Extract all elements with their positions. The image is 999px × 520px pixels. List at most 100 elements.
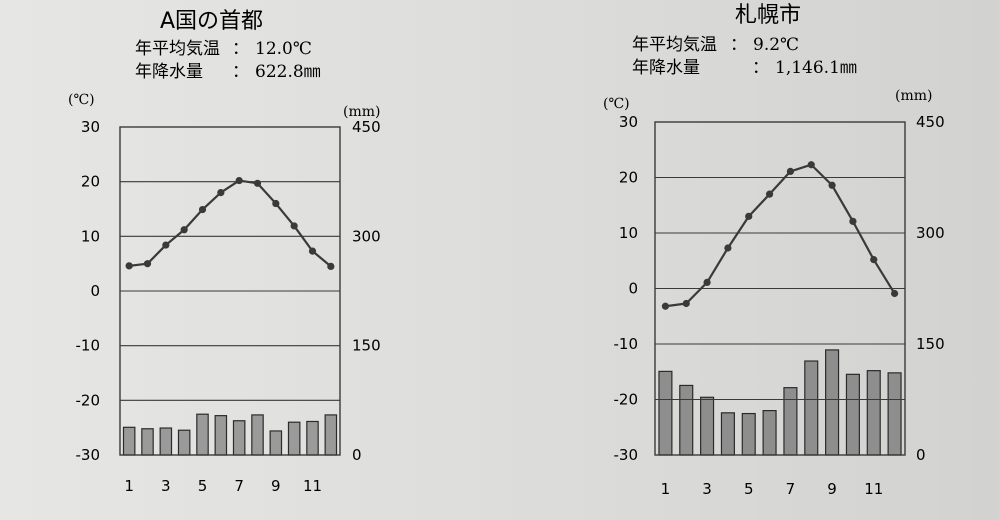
chart-b-header: 札幌市 年平均気温 ： 9.2℃ 年降水量 ： 1,146.1㎜ <box>632 3 857 78</box>
chart-b-month-label: 5 <box>744 480 754 498</box>
chart-b-temp-tick-label: 20 <box>619 169 638 187</box>
chart-a-temperature-point <box>217 189 225 197</box>
chart-a-month-label: 9 <box>271 477 281 495</box>
chart-a-precip-bar <box>214 415 228 456</box>
chart-a-temperature-point <box>290 222 298 230</box>
chart-b-precip-label: 年降水量 <box>632 58 700 78</box>
chart-b-temperature-point <box>828 181 836 189</box>
chart-b-precip-tick-label: 300 <box>916 224 945 242</box>
chart-a-temperature-point <box>162 241 170 249</box>
chart-b-precip-bar <box>845 373 860 456</box>
chart-a-temperature-point <box>180 226 188 234</box>
chart-b-month-label: 3 <box>702 480 712 498</box>
chart-a-precip-tick-label: 300 <box>352 227 381 245</box>
chart-a-frame <box>119 126 341 456</box>
chart-a-temperature-point <box>308 247 317 255</box>
chart-b-temperature-point <box>870 256 878 264</box>
chart-a-temperature-point <box>235 176 243 185</box>
chart-a-month-label: 7 <box>234 477 244 495</box>
chart-b-temp-value: 9.2℃ <box>753 35 799 55</box>
chart-b-precip-bar <box>825 349 840 456</box>
chart-a-temp-value: 12.0℃ <box>255 39 312 59</box>
chart-b-temperature-point <box>682 299 690 308</box>
chart-a-precip-label: 年降水量 <box>135 62 203 82</box>
chart-b-plot: 30 20 10 0 -10 -20 -30 450 300 150 0 (℃) (mm) 1 3 5 7 9 11 <box>603 88 945 498</box>
chart-a-precip-bar <box>122 426 136 456</box>
chart-b-temp-unit: (℃) <box>603 96 630 112</box>
chart-b-precip-unit: (mm) <box>895 88 932 104</box>
chart-b-precip-bar <box>762 410 777 456</box>
chart-b-temperature-point <box>745 212 753 220</box>
chart-b-temperature-point <box>661 302 670 310</box>
chart-a-temp-tick-label: -30 <box>76 446 101 464</box>
chart-a-precip-bar <box>232 420 246 456</box>
chart-b-temperature-point <box>807 161 815 169</box>
chart-b-temperature-point <box>849 217 857 225</box>
chart-a-precip-bar <box>324 414 338 456</box>
chart-b-precip-bar <box>866 370 881 456</box>
chart-a-temperature-point <box>253 179 262 187</box>
chart-a-precip-unit: (mm) <box>343 104 380 120</box>
chart-a-month-label: 1 <box>124 477 134 495</box>
chart-a-temp-label: 年平均気温 <box>135 39 220 59</box>
chart-b-precip-bar <box>783 387 798 456</box>
chart-a-precip-sep: ： <box>232 62 249 82</box>
chart-a-temperature-point <box>125 262 133 270</box>
chart-a-temperature-point <box>272 199 280 208</box>
chart-a-precip-tick-label: 150 <box>352 337 381 355</box>
chart-b-month-label: 9 <box>827 480 837 498</box>
chart-a-header: A国の首都 年平均気温 ： 12.0℃ 年降水量 ： 622.8㎜ <box>135 9 321 82</box>
chart-b-precip-bar <box>658 370 673 456</box>
chart-a-temperature-line <box>129 179 332 268</box>
chart-b-temperature-point <box>724 244 732 252</box>
chart-b-precip-value: 1,146.1㎜ <box>775 58 857 78</box>
chart-a-temperature-point <box>327 262 335 270</box>
chart-a-temp-tick-label: -20 <box>76 391 101 409</box>
chart-a-month-label: 11 <box>303 477 322 495</box>
chart-b-temp-label: 年平均気温 <box>632 35 717 55</box>
chart-a-temp-tick-label: 0 <box>90 282 100 300</box>
chart-b-precip-bar <box>887 372 902 456</box>
chart-a-precip-bar <box>287 421 301 456</box>
chart-a-temp-tick-label: -10 <box>76 337 101 355</box>
chart-b-month-label: 11 <box>864 480 883 498</box>
chart-a-precip-tick-label: 450 <box>352 118 381 136</box>
chart-b-frame <box>654 121 906 456</box>
chart-a-precip-bar <box>269 430 283 456</box>
chart-b-temp-tick-label: 30 <box>619 113 638 131</box>
chart-b-precip-bar <box>679 384 694 456</box>
chart-b-title: 札幌市 <box>735 3 801 28</box>
chart-a-precip-bar <box>306 420 319 456</box>
chart-b-temperature-point <box>890 289 899 298</box>
chart-a-precip-bar <box>251 414 264 456</box>
chart-a-precip-bar <box>196 413 209 456</box>
chart-b-precip-tick-label: 150 <box>916 335 945 353</box>
chart-b-temperature-line <box>665 163 896 308</box>
chart-b-precip-bar <box>700 396 715 456</box>
chart-b-month-label: 7 <box>786 480 796 498</box>
chart-b-temp-tick-label: -30 <box>614 446 639 464</box>
chart-b-temp-tick-label: 0 <box>628 280 638 298</box>
chart-b-temp-tick-label: -10 <box>614 335 639 353</box>
chart-a-temperature-point <box>143 260 152 268</box>
chart-b-precip-bar <box>741 412 756 456</box>
chart-a-temp-unit: (℃) <box>68 92 95 108</box>
chart-a-month-label: 3 <box>161 477 171 495</box>
chart-b-temp-tick-label: 10 <box>619 224 638 242</box>
chart-a-title: A国の首都 <box>160 9 263 34</box>
chart-a-precip-bar <box>159 427 173 456</box>
chart-b-precip-bar <box>720 412 735 456</box>
chart-b-month-label: 1 <box>661 480 671 498</box>
chart-b-precip-tick-label: 0 <box>916 446 926 464</box>
chart-a-temp-tick-label: 30 <box>81 118 100 136</box>
chart-a-temperature-point <box>198 205 207 214</box>
chart-a-month-label: 5 <box>198 477 208 495</box>
chart-b-temperature-point <box>765 190 774 198</box>
chart-b-precip-bar <box>804 360 819 456</box>
chart-b-temperature-point <box>703 278 711 286</box>
chart-a-temp-tick-label: 10 <box>81 227 100 245</box>
chart-a-precip-bar <box>177 429 191 456</box>
chart-b-temp-sep: ： <box>730 35 747 55</box>
chart-b-precip-tick-label: 450 <box>916 113 945 131</box>
